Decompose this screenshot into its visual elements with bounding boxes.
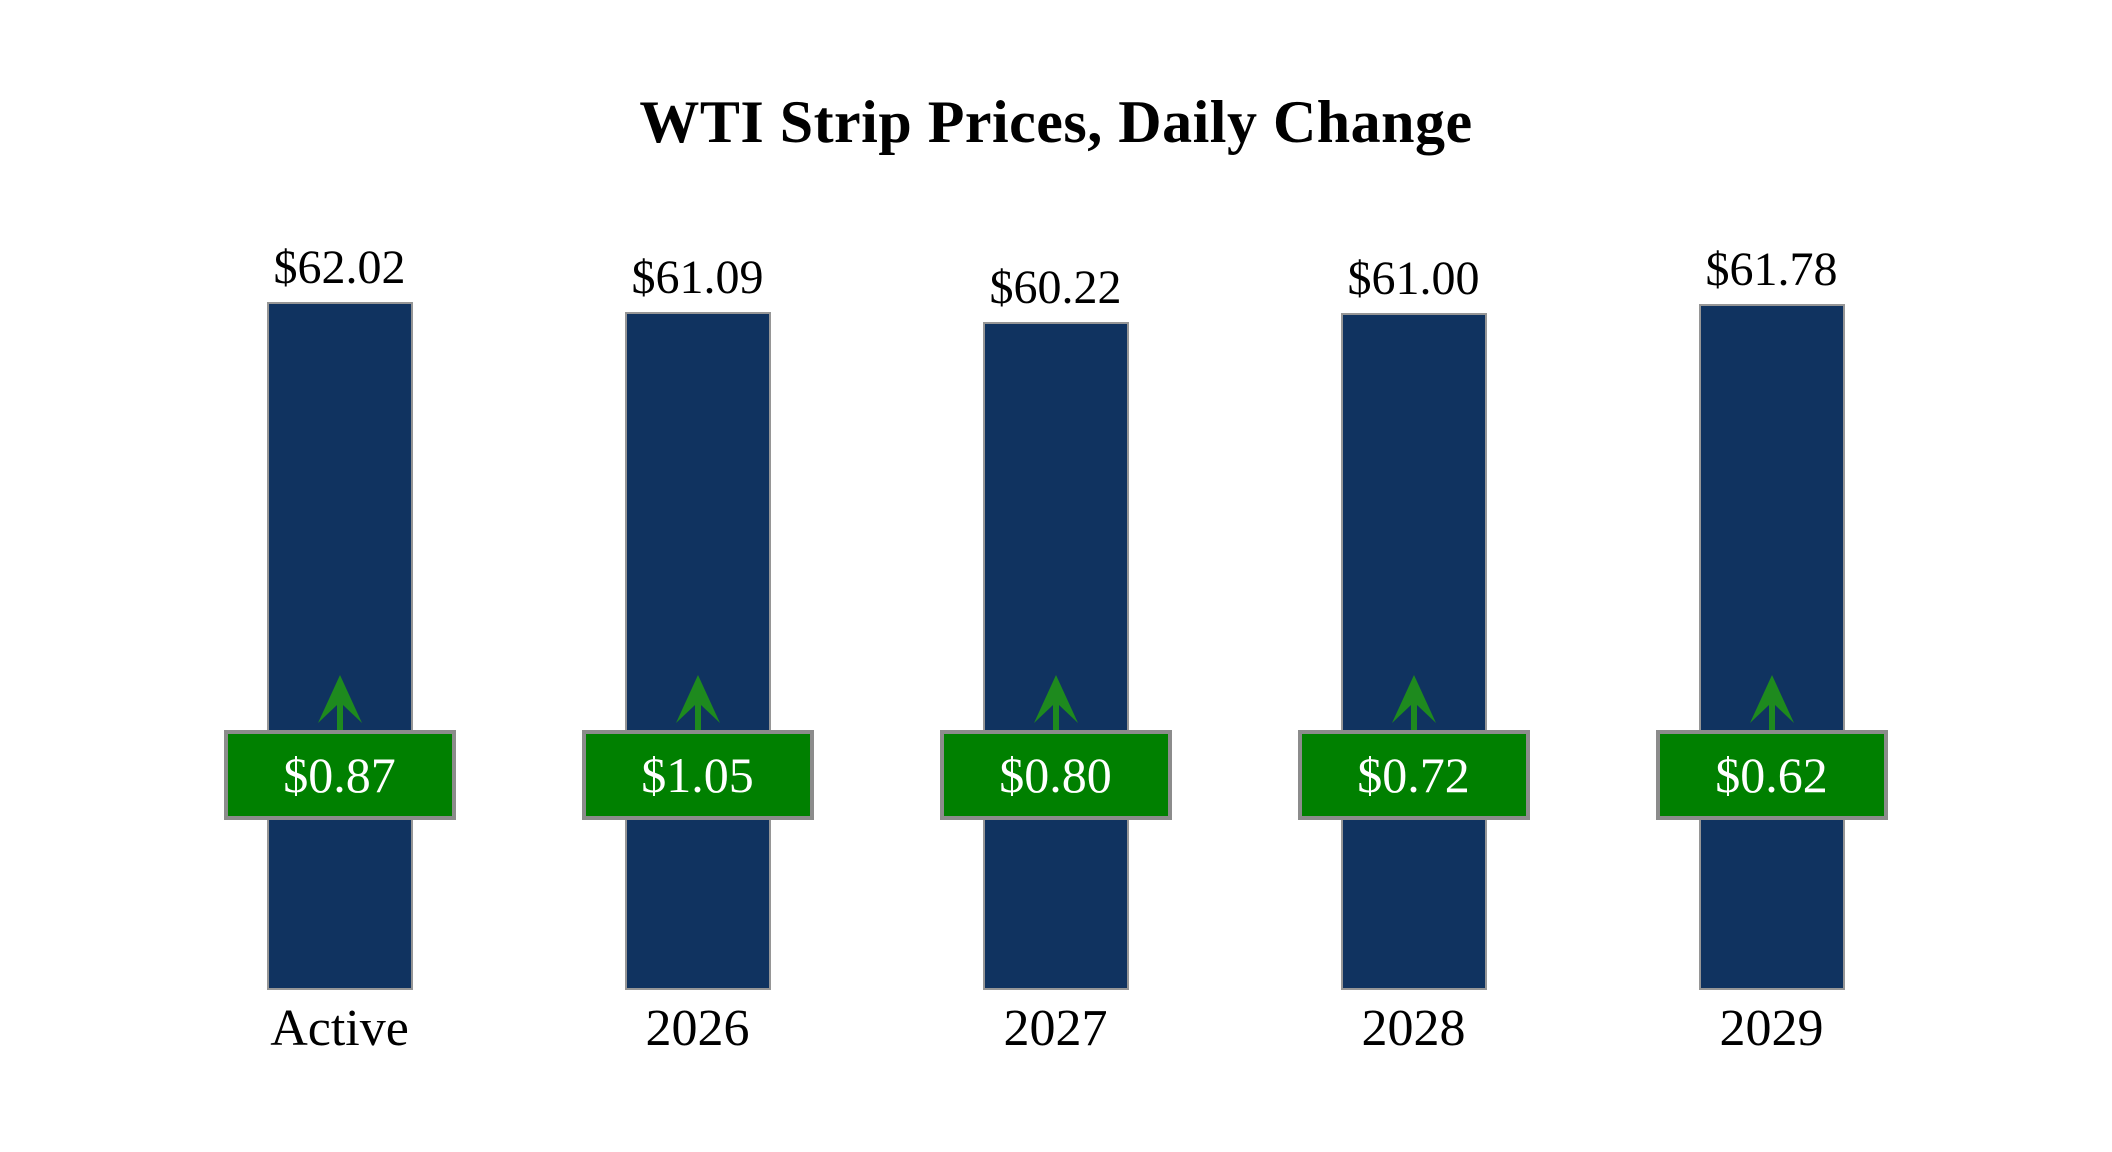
change-badge: $0.80 [939, 730, 1172, 820]
price-label: $61.78 [1705, 243, 1838, 296]
price-label: $61.09 [631, 251, 764, 304]
change-badge-label: $0.87 [283, 747, 396, 803]
category-label: 2028 [1361, 1000, 1466, 1057]
price-bar [266, 302, 413, 990]
price-label: $60.22 [989, 261, 1122, 314]
price-bar [1698, 304, 1845, 990]
category-label: Active [270, 1000, 409, 1057]
category-label: 2026 [645, 1000, 750, 1057]
change-badge: $0.72 [1297, 730, 1530, 820]
change-up-arrow-icon [1748, 675, 1796, 731]
price-bar [982, 322, 1129, 990]
change-badge-label: $0.72 [1357, 747, 1470, 803]
change-badge: $0.62 [1655, 730, 1888, 820]
category-label: 2027 [1003, 1000, 1108, 1057]
price-label: $62.02 [273, 241, 406, 294]
change-badge: $1.05 [581, 730, 814, 820]
category-label: 2029 [1719, 1000, 1824, 1057]
change-badge-label: $0.62 [1715, 747, 1828, 803]
change-up-arrow-icon [1032, 675, 1080, 731]
change-up-arrow-icon [674, 675, 722, 731]
price-bar [624, 312, 771, 990]
change-up-arrow-icon [1390, 675, 1438, 731]
change-up-arrow-icon [316, 675, 364, 731]
change-badge-label: $1.05 [641, 747, 754, 803]
price-bar [1340, 313, 1487, 990]
chart-title: WTI Strip Prices, Daily Change [639, 89, 1473, 155]
change-badge: $0.87 [223, 730, 456, 820]
change-badge-label: $0.80 [999, 747, 1112, 803]
price-label: $61.00 [1347, 252, 1480, 305]
